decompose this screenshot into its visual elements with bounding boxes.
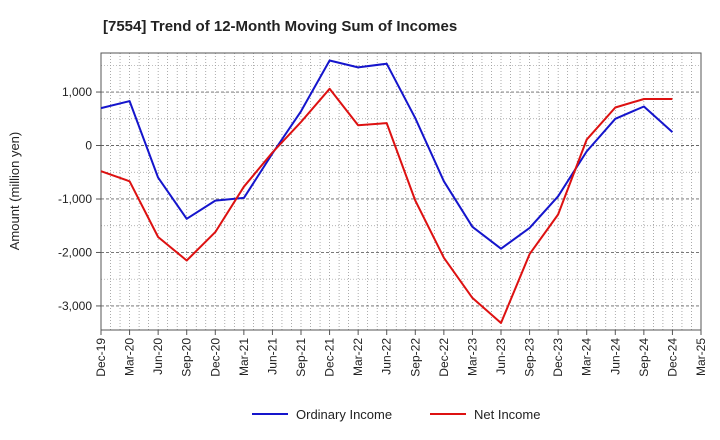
y-axis-label: Amount (million yen)	[7, 132, 22, 251]
x-tick-label: Jun-23	[494, 338, 508, 375]
x-tick-label: Sep-21	[294, 338, 308, 377]
legend-label-ordinary-income: Ordinary Income	[296, 407, 392, 422]
x-tick-label: Jun-22	[380, 338, 394, 375]
plot-area	[101, 53, 701, 330]
x-tick-label: Sep-20	[180, 338, 194, 377]
x-axis-ticks: Dec-19 Mar-20 Jun-20 Sep-20 Dec-20 Mar-21 Jun-…	[94, 330, 708, 377]
y-gridlines	[101, 64, 701, 307]
x-tick-label: Jun-24	[608, 338, 622, 375]
x-tick-label: Dec-24	[665, 338, 679, 377]
series-layer	[100, 59, 674, 324]
x-gridlines	[110, 53, 692, 330]
y-tick-label: 0	[85, 139, 92, 153]
x-tick-label: Mar-24	[580, 338, 594, 376]
x-tick-label: Dec-19	[94, 338, 108, 377]
x-tick-label: Mar-22	[351, 338, 365, 376]
x-tick-label: Dec-23	[551, 338, 565, 377]
plot-frame	[100, 52, 702, 331]
legend-label-net-income: Net Income	[474, 407, 540, 422]
y-tick-label: 1,000	[62, 85, 92, 99]
y-tick-label: -2,000	[58, 245, 92, 259]
series-line-net-income	[100, 87, 673, 324]
x-tick-label: Sep-22	[408, 338, 422, 377]
chart-title: [7554] Trend of 12-Month Moving Sum of I…	[103, 18, 457, 35]
x-tick-label: Mar-25	[694, 338, 708, 376]
x-tick-label: Sep-23	[523, 338, 537, 377]
y-axis-ticks: -3,000 -2,000 -1,000 0 1,000	[58, 85, 101, 313]
x-tick-label: Dec-21	[323, 338, 337, 377]
y-tick-label: -1,000	[58, 192, 92, 206]
x-tick-label: Jun-21	[265, 338, 279, 375]
x-tick-label: Dec-22	[437, 338, 451, 377]
x-tick-label: Jun-20	[151, 338, 165, 375]
y-tick-label: -3,000	[58, 299, 92, 313]
x-tick-label: Sep-24	[637, 338, 651, 377]
x-tick-label: Mar-20	[123, 338, 137, 376]
x-tick-label: Mar-21	[237, 338, 251, 376]
x-tick-label: Dec-20	[208, 338, 222, 377]
legend: Ordinary Income Net Income	[252, 407, 540, 422]
x-tick-label: Mar-23	[465, 338, 479, 376]
